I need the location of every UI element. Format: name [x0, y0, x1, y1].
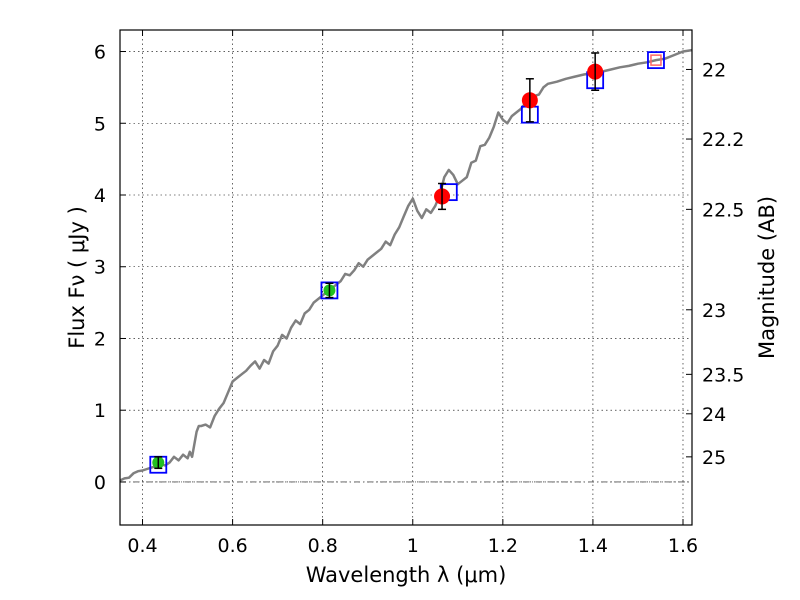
y-tick-label: 4	[94, 185, 106, 207]
y-tick-label: 0	[94, 472, 106, 494]
x-tick-label: 0.6	[217, 535, 247, 557]
model-photometry-square	[647, 51, 665, 70]
y-tick-label: 6	[94, 42, 106, 64]
right-tick-label: 23.5	[702, 364, 744, 386]
x-axis-label: Wavelength λ (μm)	[306, 563, 507, 587]
gridlines	[120, 30, 692, 525]
x-tick-label: 1.4	[578, 535, 608, 557]
right-tick-label: 24	[702, 404, 726, 426]
right-tick-label: 22	[702, 59, 726, 81]
model-photometry-square	[320, 281, 339, 300]
right-axis-label: Magnitude (AB)	[755, 196, 779, 359]
right-tick-label: 22.5	[702, 199, 744, 221]
model-spectrum-line	[120, 48, 692, 482]
axis-ticks: 0.4 0.6 0.8 1 1.2 1.4 1.601234562222.222.52323…	[94, 30, 744, 557]
plot-frame	[119, 29, 693, 526]
x-tick-label: 0.4	[127, 535, 157, 557]
right-tick-label: 23	[702, 300, 726, 322]
x-tick-label: 0.8	[308, 535, 338, 557]
x-tick-label: 1.2	[488, 535, 518, 557]
right-tick-label: 22.2	[702, 129, 744, 151]
model-spectrum-layer	[120, 48, 692, 482]
y-tick-label: 3	[94, 257, 106, 279]
x-tick-label: 1.6	[668, 535, 698, 557]
upper-limit-marker	[650, 54, 662, 66]
y-tick-label: 1	[94, 400, 106, 422]
y-tick-label: 5	[94, 113, 106, 135]
y-tick-label: 2	[94, 328, 106, 350]
x-tick-label: 1	[407, 535, 419, 557]
y-axis-label: Flux Fν ( μJy )	[65, 206, 89, 349]
photometry-points-layer	[149, 51, 665, 474]
right-tick-label: 25	[702, 447, 726, 469]
